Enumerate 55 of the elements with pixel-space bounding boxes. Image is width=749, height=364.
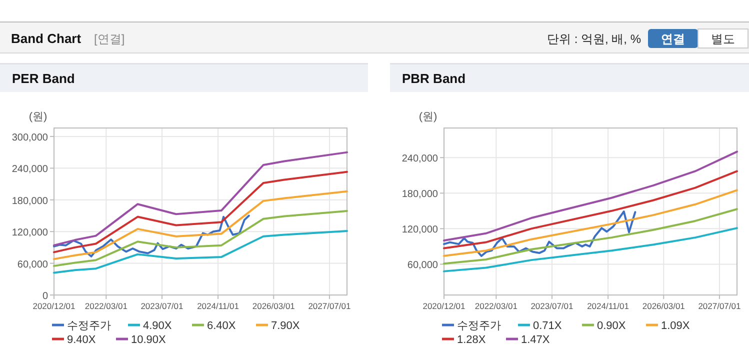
legend-label: 1.09X: [661, 320, 690, 332]
y-tick-label: 120,000: [402, 224, 438, 236]
line-series: [53, 151, 348, 246]
legend-label: 7.90X: [271, 320, 300, 332]
y-tick-label: 300,000: [12, 132, 48, 144]
x-tick-label: 2023/07/01: [530, 301, 574, 311]
line-series: [53, 190, 348, 260]
legend-label: 6.40X: [207, 320, 236, 332]
line-series: [53, 210, 348, 267]
y-axis-title: (원): [418, 111, 438, 123]
line-series: [443, 150, 738, 242]
x-tick-label: 2022/03/01: [84, 301, 128, 311]
legend-label: 수정주가: [67, 320, 111, 332]
y-axis-title: (원): [28, 111, 48, 123]
line-series: [443, 210, 636, 257]
y-tick-label: 180,000: [12, 196, 48, 207]
x-tick-label: 2023/07/01: [140, 301, 184, 311]
text: 별도: [711, 32, 735, 46]
line-series: [443, 227, 738, 272]
line-series: [53, 214, 250, 258]
legend-label: 1.28X: [457, 334, 486, 346]
x-tick-label: 2022/03/01: [474, 301, 518, 311]
legend-label: 0.90X: [597, 320, 626, 332]
x-tick-label: 2027/07/01: [308, 301, 351, 311]
chart-title: PER Band: [12, 71, 75, 86]
legend-label: 수정주가: [457, 320, 501, 332]
x-tick-label: 2020/12/01: [32, 301, 76, 311]
legend-label: 9.40X: [67, 334, 96, 346]
legend-label: 1.47X: [521, 334, 550, 346]
line-series: [53, 170, 348, 254]
y-tick-label: 0: [42, 291, 48, 302]
x-tick-label: 2024/11/01: [197, 301, 240, 311]
x-tick-label: 2020/12/01: [422, 301, 466, 311]
text: 연결: [661, 32, 685, 46]
y-tick-label: 120,000: [12, 228, 48, 239]
text: 단위 : 억원, 배, %: [546, 32, 642, 46]
x-tick-label: 2027/07/01: [698, 301, 741, 311]
line-series: [53, 230, 348, 274]
legend-label: 4.90X: [143, 320, 172, 332]
line-series: [443, 189, 738, 257]
text: Band Chart: [11, 31, 82, 46]
text: [연결]: [94, 32, 125, 46]
line-series: [443, 208, 738, 265]
legend-label: 0.71X: [533, 320, 562, 332]
y-tick-label: 240,000: [12, 164, 48, 176]
x-tick-label: 2026/03/01: [642, 301, 686, 311]
y-tick-label: 180,000: [402, 189, 438, 200]
y-tick-label: 60,000: [17, 259, 48, 270]
y-tick-label: 60,000: [407, 260, 438, 272]
chart-title: PBR Band: [402, 71, 466, 86]
legend-label: 10.90X: [131, 334, 167, 346]
line-series: [443, 170, 738, 250]
x-tick-label: 2024/11/01: [587, 301, 630, 311]
y-tick-label: 240,000: [402, 154, 438, 165]
x-tick-label: 2026/03/01: [252, 301, 296, 311]
